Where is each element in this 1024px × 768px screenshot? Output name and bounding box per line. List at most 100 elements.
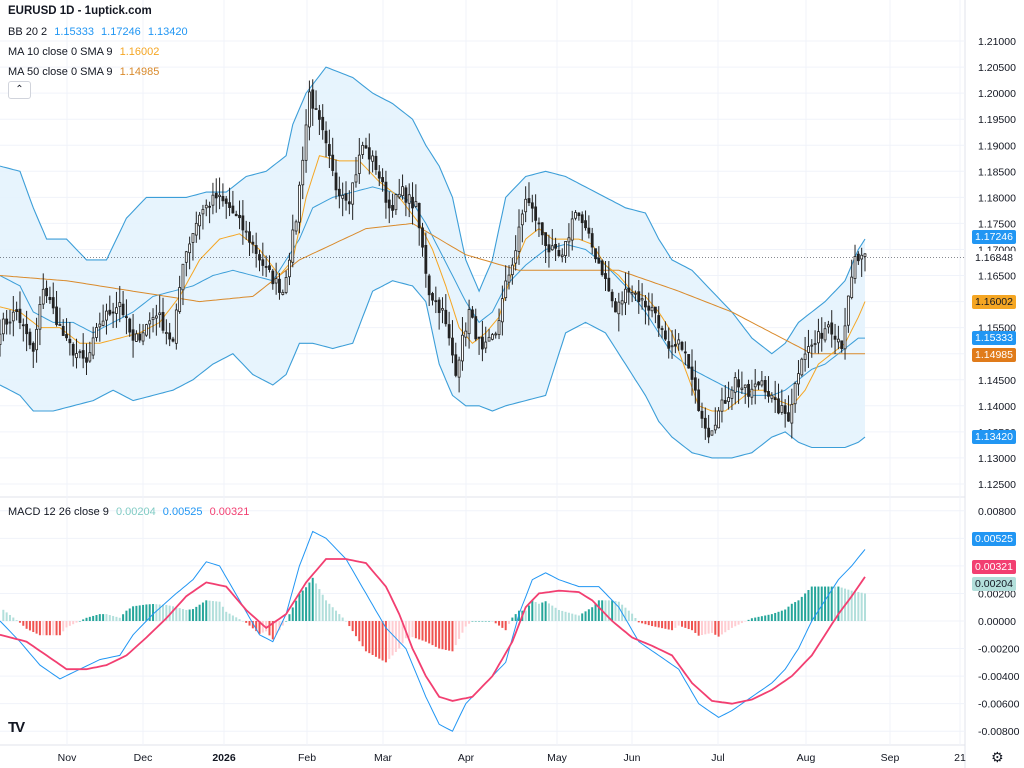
histogram-bar bbox=[311, 577, 314, 621]
candle-body bbox=[737, 379, 740, 388]
candle-body bbox=[65, 334, 68, 339]
histogram-bar bbox=[285, 621, 288, 622]
candle-body bbox=[334, 172, 338, 191]
candle-body bbox=[108, 309, 112, 315]
ma10-legend[interactable]: MA 10 close 0 SMA 9 1.16002 bbox=[8, 46, 163, 58]
time-tick-label: Dec bbox=[134, 752, 153, 764]
time-axis[interactable]: Nov Dec 2026 Feb Mar Apr May Jun Jul Aug Sep 21 bbox=[58, 752, 966, 764]
candle-body bbox=[564, 241, 567, 257]
histogram-bar bbox=[611, 600, 614, 621]
histogram-bar bbox=[78, 621, 81, 622]
histogram-bar bbox=[840, 587, 843, 621]
candle-body bbox=[88, 352, 92, 362]
histogram-bar bbox=[724, 621, 727, 633]
histogram-bar bbox=[22, 621, 25, 626]
candle-body bbox=[607, 277, 611, 292]
histogram-bar bbox=[142, 604, 145, 621]
histogram-bar bbox=[468, 621, 471, 624]
candle-body bbox=[833, 335, 837, 340]
candle-body bbox=[767, 391, 770, 397]
histogram-bar bbox=[218, 601, 221, 621]
candle-body bbox=[800, 358, 804, 376]
candle-body bbox=[813, 343, 817, 345]
macd-tick-label: -0.00400 bbox=[978, 671, 1020, 683]
histogram-bar bbox=[830, 586, 833, 621]
histogram-badge: 0.00204 bbox=[972, 577, 1016, 591]
macd-legend-v2: 0.00525 bbox=[162, 506, 203, 518]
histogram-bar bbox=[138, 605, 141, 621]
ma50-legend[interactable]: MA 50 close 0 SMA 9 1.14985 bbox=[8, 66, 163, 78]
histogram-bar bbox=[62, 621, 65, 632]
histogram-bar bbox=[740, 621, 743, 624]
macd-tick-label: -0.00800 bbox=[978, 726, 1020, 738]
histogram-bar bbox=[15, 620, 18, 621]
histogram-bar bbox=[158, 604, 161, 621]
time-tick-label: May bbox=[547, 752, 568, 764]
signal-badge: 0.00321 bbox=[972, 560, 1016, 574]
histogram-bar bbox=[677, 621, 680, 626]
candle-body bbox=[278, 278, 281, 293]
price-tick-label: 1.19500 bbox=[978, 114, 1016, 126]
candle-body bbox=[574, 212, 577, 219]
candle-body bbox=[760, 380, 764, 386]
histogram-bar bbox=[358, 621, 361, 642]
candle-body bbox=[517, 226, 521, 252]
candles bbox=[0, 79, 867, 444]
histogram-bar bbox=[784, 609, 787, 621]
candle-body bbox=[850, 276, 854, 298]
candle-body bbox=[144, 324, 148, 336]
gear-icon[interactable]: ⚙ bbox=[991, 749, 1004, 765]
histogram-bar bbox=[341, 617, 344, 621]
candle-body bbox=[397, 193, 401, 198]
histogram-bar bbox=[691, 621, 693, 631]
macd-histogram bbox=[2, 577, 866, 663]
histogram-bar bbox=[338, 614, 341, 621]
macd-legend[interactable]: MACD 12 26 close 9 0.00204 0.00525 0.003… bbox=[8, 506, 253, 518]
histogram-bar bbox=[564, 611, 567, 621]
candle-body bbox=[135, 333, 138, 342]
candle-body bbox=[510, 264, 514, 276]
histogram-bar bbox=[524, 610, 527, 621]
candle-body bbox=[520, 213, 524, 226]
candle-body bbox=[836, 338, 840, 343]
candle-body bbox=[98, 323, 102, 328]
histogram-bar bbox=[25, 621, 28, 629]
histogram-bar bbox=[448, 621, 451, 651]
candle-body bbox=[35, 328, 38, 351]
candle-body bbox=[590, 233, 594, 248]
candle-body bbox=[31, 342, 35, 352]
candle-body bbox=[840, 340, 844, 349]
candle-body bbox=[141, 332, 145, 342]
candle-body bbox=[713, 424, 717, 431]
histogram-bar bbox=[211, 601, 214, 621]
candle-body bbox=[101, 320, 105, 326]
histogram-bar bbox=[747, 619, 750, 621]
histogram-bar bbox=[644, 621, 647, 625]
bb-legend[interactable]: BB 20 2 1.15333 1.17246 1.13420 bbox=[8, 26, 192, 38]
candle-body bbox=[604, 273, 607, 280]
candle-body bbox=[600, 260, 604, 276]
candle-body bbox=[667, 341, 671, 349]
candle-body bbox=[650, 306, 654, 312]
candle-body bbox=[803, 353, 807, 360]
histogram-bar bbox=[228, 613, 231, 621]
histogram-bar bbox=[28, 621, 31, 631]
candle-body bbox=[211, 194, 215, 206]
candle-body bbox=[757, 381, 760, 386]
candle-body bbox=[218, 194, 221, 197]
price-axis[interactable]: 1.21000 1.20500 1.20000 1.19500 1.19000 1.185… bbox=[978, 36, 1020, 738]
candle-body bbox=[853, 256, 857, 279]
candle-body bbox=[763, 380, 767, 393]
histogram-bar bbox=[488, 621, 491, 622]
macd-line bbox=[0, 530, 866, 732]
candle-body bbox=[85, 357, 88, 363]
candle-body bbox=[5, 318, 9, 325]
ma10-legend-label: MA 10 close 0 SMA 9 bbox=[8, 46, 113, 58]
chevron-up-icon[interactable]: ⌃ bbox=[8, 81, 31, 99]
candle-body bbox=[481, 336, 484, 350]
candle-body bbox=[351, 182, 355, 205]
candle-body bbox=[391, 205, 394, 211]
candle-body bbox=[28, 331, 32, 346]
histogram-bar bbox=[484, 621, 487, 622]
